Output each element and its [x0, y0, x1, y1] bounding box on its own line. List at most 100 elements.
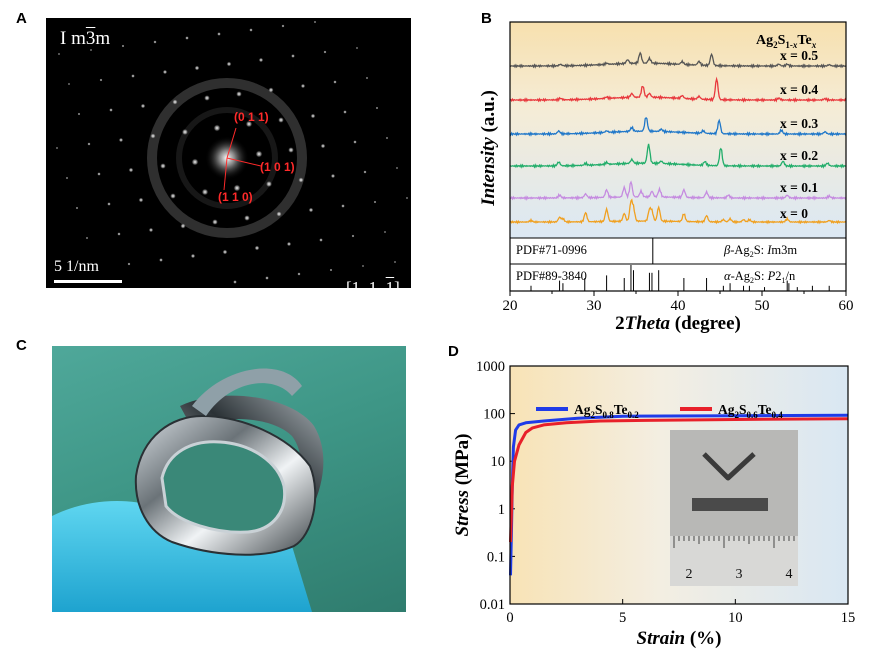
xrd-series [509, 51, 847, 225]
diffraction-spot [243, 214, 251, 222]
diffraction-spot [265, 276, 269, 280]
diffraction-spot [172, 99, 178, 105]
xrd-x-tick-label: 30 [587, 298, 602, 314]
scale-bar-line [54, 280, 122, 283]
stress-y-tick-label: 0.1 [487, 549, 505, 565]
diffraction-spot [323, 50, 327, 54]
diffraction-spot [201, 188, 209, 196]
zone-axis-right: ] [394, 278, 400, 288]
stress-x-tick-label: 5 [619, 610, 626, 626]
diffraction-spot [85, 236, 89, 240]
diffraction-spot [181, 128, 189, 136]
diffraction-spot [140, 103, 146, 109]
flexible-film-photo [52, 346, 406, 612]
film-photo-drawing [52, 368, 324, 612]
spot-label-110: (1 1 0) [218, 190, 253, 204]
diffraction-spot [211, 218, 219, 226]
stress-y-tick-label: 0.01 [480, 597, 505, 613]
diffraction-spot [385, 136, 389, 140]
diffraction-spot [265, 180, 273, 188]
diffraction-spot [233, 280, 237, 284]
space-group-suffix: m [95, 28, 111, 49]
diffraction-spot [65, 176, 69, 180]
xrd-x-tick-label: 60 [839, 298, 854, 314]
film-ribbon-inner [160, 440, 287, 534]
diffraction-spot [278, 117, 284, 123]
glove-hand [52, 501, 312, 612]
diffraction-spot [97, 172, 101, 176]
xrd-series-label: x = 0.5 [780, 48, 818, 63]
diffraction-spot [373, 200, 377, 204]
diffraction-spot [89, 48, 93, 52]
diffraction-spot [99, 78, 103, 82]
legend-label-1: Ag2S0.8Te0.2 [574, 402, 639, 420]
diffraction-spot [353, 140, 357, 144]
diffraction-spot [185, 36, 189, 40]
ruler-label: 4 [786, 567, 793, 582]
diffraction-spot [128, 167, 134, 173]
diffraction-spot [395, 166, 399, 170]
xrd-series-line [509, 51, 847, 69]
xrd-ref-label-1: PDF#71-0996 [516, 243, 587, 257]
diffraction-spots [55, 20, 409, 284]
space-group-prefix: I m [60, 28, 86, 49]
diffraction-spot [341, 204, 345, 208]
diffraction-spot [107, 202, 111, 206]
diffraction-spot [109, 108, 113, 112]
ruler [670, 536, 798, 586]
diffraction-spot [159, 162, 167, 170]
stress-x-tick-label: 0 [506, 610, 513, 626]
ruler-ticks: 2 3 4 [673, 536, 795, 582]
diffraction-spot [355, 46, 359, 50]
diffraction-spot [320, 143, 326, 149]
space-group-bar-digit: 3 [85, 28, 96, 49]
stress-y-tick-label: 100 [483, 407, 505, 423]
diffraction-spot [75, 206, 79, 210]
diffraction-spot [254, 245, 260, 251]
xrd-reference-lines [530, 238, 830, 291]
diffraction-spot [190, 253, 196, 259]
xrd-series-label: x = 0.2 [780, 148, 818, 163]
xrd-series-line [509, 117, 847, 137]
diffraction-spot [194, 65, 200, 71]
diffraction-spot [286, 241, 292, 247]
diffraction-spot [343, 110, 347, 114]
xrd-y-axis-label: Intensity (a.u.) [478, 90, 499, 207]
xrd-ref-label-2: PDF#89-3840 [516, 269, 587, 283]
diffraction-spot [330, 173, 336, 179]
diffraction-spot [297, 272, 301, 276]
spot-vectors [223, 127, 262, 191]
diffraction-spot [131, 74, 135, 78]
electron-diffraction-pattern: I m3m (0 1 1) (1 0 1) (1 1 0) 5 1/nm [1 … [46, 18, 411, 288]
diffraction-spot [375, 106, 379, 110]
diffraction-spot [150, 133, 156, 139]
film-ribbon-back [180, 395, 324, 526]
xrd-x-tick-label: 40 [671, 298, 686, 314]
diffraction-spot [258, 57, 264, 63]
spot-label-110-text: (1 1 0) [218, 190, 253, 204]
ruler-label: 3 [736, 567, 743, 582]
diffraction-spot [393, 260, 397, 264]
scale-bar-label: 5 1/nm [54, 258, 99, 275]
diffraction-spot [308, 207, 314, 213]
diffraction-spot [217, 32, 221, 36]
xrd-series-label: x = 0.1 [780, 180, 818, 195]
diffraction-spot [138, 197, 144, 203]
stress-y-tick-label: 1 [498, 502, 505, 518]
diffraction-image [55, 20, 409, 284]
stress-y-tick-label: 10 [491, 454, 506, 470]
diffraction-spot [127, 262, 131, 266]
diffraction-spot [276, 211, 282, 217]
diffraction-spot [287, 146, 295, 154]
straight-sample [692, 498, 768, 511]
bent-sample [702, 452, 756, 481]
xrd-series-line [509, 198, 847, 225]
zone-axis-bar-digit: 1 [385, 278, 395, 288]
xrd-x-ticks: 20 30 40 50 60 [503, 291, 854, 314]
diffraction-spot [351, 234, 355, 238]
diffraction-spot [405, 196, 409, 200]
diffraction-spot [329, 268, 333, 272]
zone-axis-label: [1 1 1] [329, 258, 400, 288]
diffraction-spot [226, 61, 232, 67]
stress-x-tick-label: 10 [728, 610, 743, 626]
